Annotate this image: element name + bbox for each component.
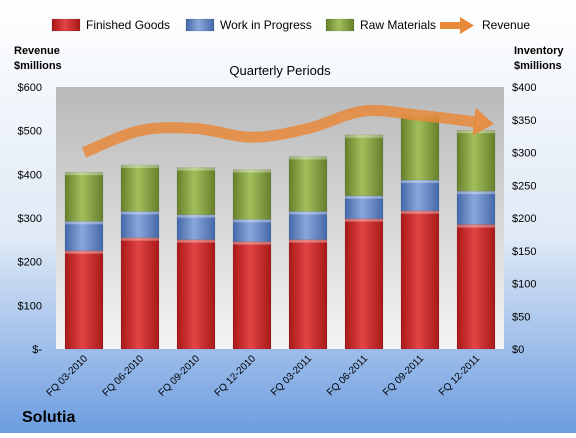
bar-work-in-progress-cap — [233, 219, 271, 223]
bar-finished-goods-cap — [401, 210, 439, 214]
bar-finished-goods-cap — [345, 218, 383, 222]
bar-finished-goods-cap — [457, 224, 495, 228]
bars — [64, 114, 496, 350]
legend-label-revenue: Revenue — [482, 18, 530, 32]
legend-label-finished-goods: Finished Goods — [86, 18, 170, 32]
right-tick-label: $400 — [512, 82, 536, 94]
right-tick-label: $150 — [512, 246, 536, 258]
legend: Finished Goods Work in Progress Raw Materi… — [51, 17, 530, 34]
bar-work-in-progress — [400, 179, 440, 212]
bar-work-in-progress — [288, 211, 328, 240]
bar-raw-materials-cap — [289, 156, 327, 160]
bar-raw-materials-cap — [121, 164, 159, 168]
legend-swatch-work-in-progress — [185, 18, 215, 32]
legend-swatch-arrowhead — [460, 17, 474, 34]
right-tick-label: $50 — [512, 311, 530, 323]
bar-work-in-progress — [176, 214, 216, 240]
right-tick-label: $0 — [512, 344, 524, 356]
legend-swatch-raw-materials — [325, 18, 355, 32]
company-name: Solutia — [22, 409, 75, 426]
bar-finished-goods — [456, 224, 496, 350]
left-tick-label: $100 — [18, 300, 42, 312]
right-tick-label: $250 — [512, 180, 536, 192]
bar-finished-goods — [64, 250, 104, 350]
legend-swatch-revenue — [440, 22, 460, 29]
revenue-series — [81, 105, 494, 158]
left-tick-label: $300 — [18, 213, 42, 225]
bar-raw-materials — [344, 134, 384, 196]
bar-raw-materials — [288, 156, 328, 212]
bar-raw-materials — [456, 129, 496, 192]
bar-raw-materials-cap — [177, 167, 215, 171]
bar-work-in-progress-cap — [121, 211, 159, 215]
bar-work-in-progress-cap — [65, 221, 103, 225]
bar-raw-materials — [64, 171, 104, 222]
left-tick-label: $400 — [18, 169, 42, 181]
legend-label-work-in-progress: Work in Progress — [220, 18, 312, 32]
bar-finished-goods-cap — [121, 237, 159, 241]
right-tick-label: $200 — [512, 213, 536, 225]
bar-work-in-progress — [120, 211, 160, 238]
bar-finished-goods-cap — [233, 241, 271, 245]
bar-work-in-progress-cap — [401, 180, 439, 184]
bar-work-in-progress — [64, 221, 104, 251]
bar-raw-materials — [176, 167, 216, 215]
bar-raw-materials — [120, 164, 160, 212]
left-tick-label: $- — [32, 344, 42, 356]
bar-work-in-progress — [344, 195, 384, 219]
bar-work-in-progress-cap — [345, 195, 383, 199]
legend-label-raw-materials: Raw Materials — [360, 18, 436, 32]
bar-raw-materials-cap — [233, 169, 271, 173]
bar-finished-goods-cap — [289, 239, 327, 243]
bar-work-in-progress-cap — [289, 211, 327, 215]
left-tick-label: $200 — [18, 257, 42, 269]
right-tick-label: $350 — [512, 115, 536, 127]
left-axis-ticks: $- $100 $200 $300 $400 $500 $600 — [18, 82, 43, 356]
bar-raw-materials-cap — [65, 172, 103, 176]
bar-finished-goods — [120, 237, 160, 350]
bar-finished-goods — [176, 239, 216, 350]
bar-work-in-progress — [456, 190, 496, 225]
right-axis-ticks: $0 $50 $100 $150 $200 $250 $300 $350 $400 — [512, 82, 536, 356]
bar-finished-goods — [232, 241, 272, 350]
bar-finished-goods-cap — [177, 239, 215, 243]
right-axis-label-line1: Inventory — [514, 45, 564, 57]
bar-raw-materials — [400, 114, 440, 181]
bar-finished-goods-cap — [65, 250, 103, 254]
chart-title: Quarterly Periods — [229, 63, 331, 78]
bar-raw-materials-cap — [345, 134, 383, 138]
left-axis-label-line2: $millions — [14, 60, 62, 72]
left-tick-label: $500 — [18, 126, 42, 138]
revenue-line — [81, 105, 477, 158]
right-tick-label: $100 — [512, 279, 536, 291]
bar-raw-materials — [232, 169, 272, 220]
left-axis-label-line1: Revenue — [14, 45, 60, 57]
bar-work-in-progress — [232, 219, 272, 242]
revenue-arrowhead — [472, 107, 494, 136]
bar-finished-goods — [288, 239, 328, 350]
bar-finished-goods — [344, 218, 384, 350]
legend-swatch-finished-goods — [51, 18, 81, 32]
left-tick-label: $600 — [18, 82, 42, 94]
bar-work-in-progress-cap — [457, 191, 495, 195]
right-axis-label-line2: $millions — [514, 60, 562, 72]
bar-finished-goods — [400, 210, 440, 350]
bar-work-in-progress-cap — [177, 214, 215, 218]
right-tick-label: $300 — [512, 148, 536, 160]
